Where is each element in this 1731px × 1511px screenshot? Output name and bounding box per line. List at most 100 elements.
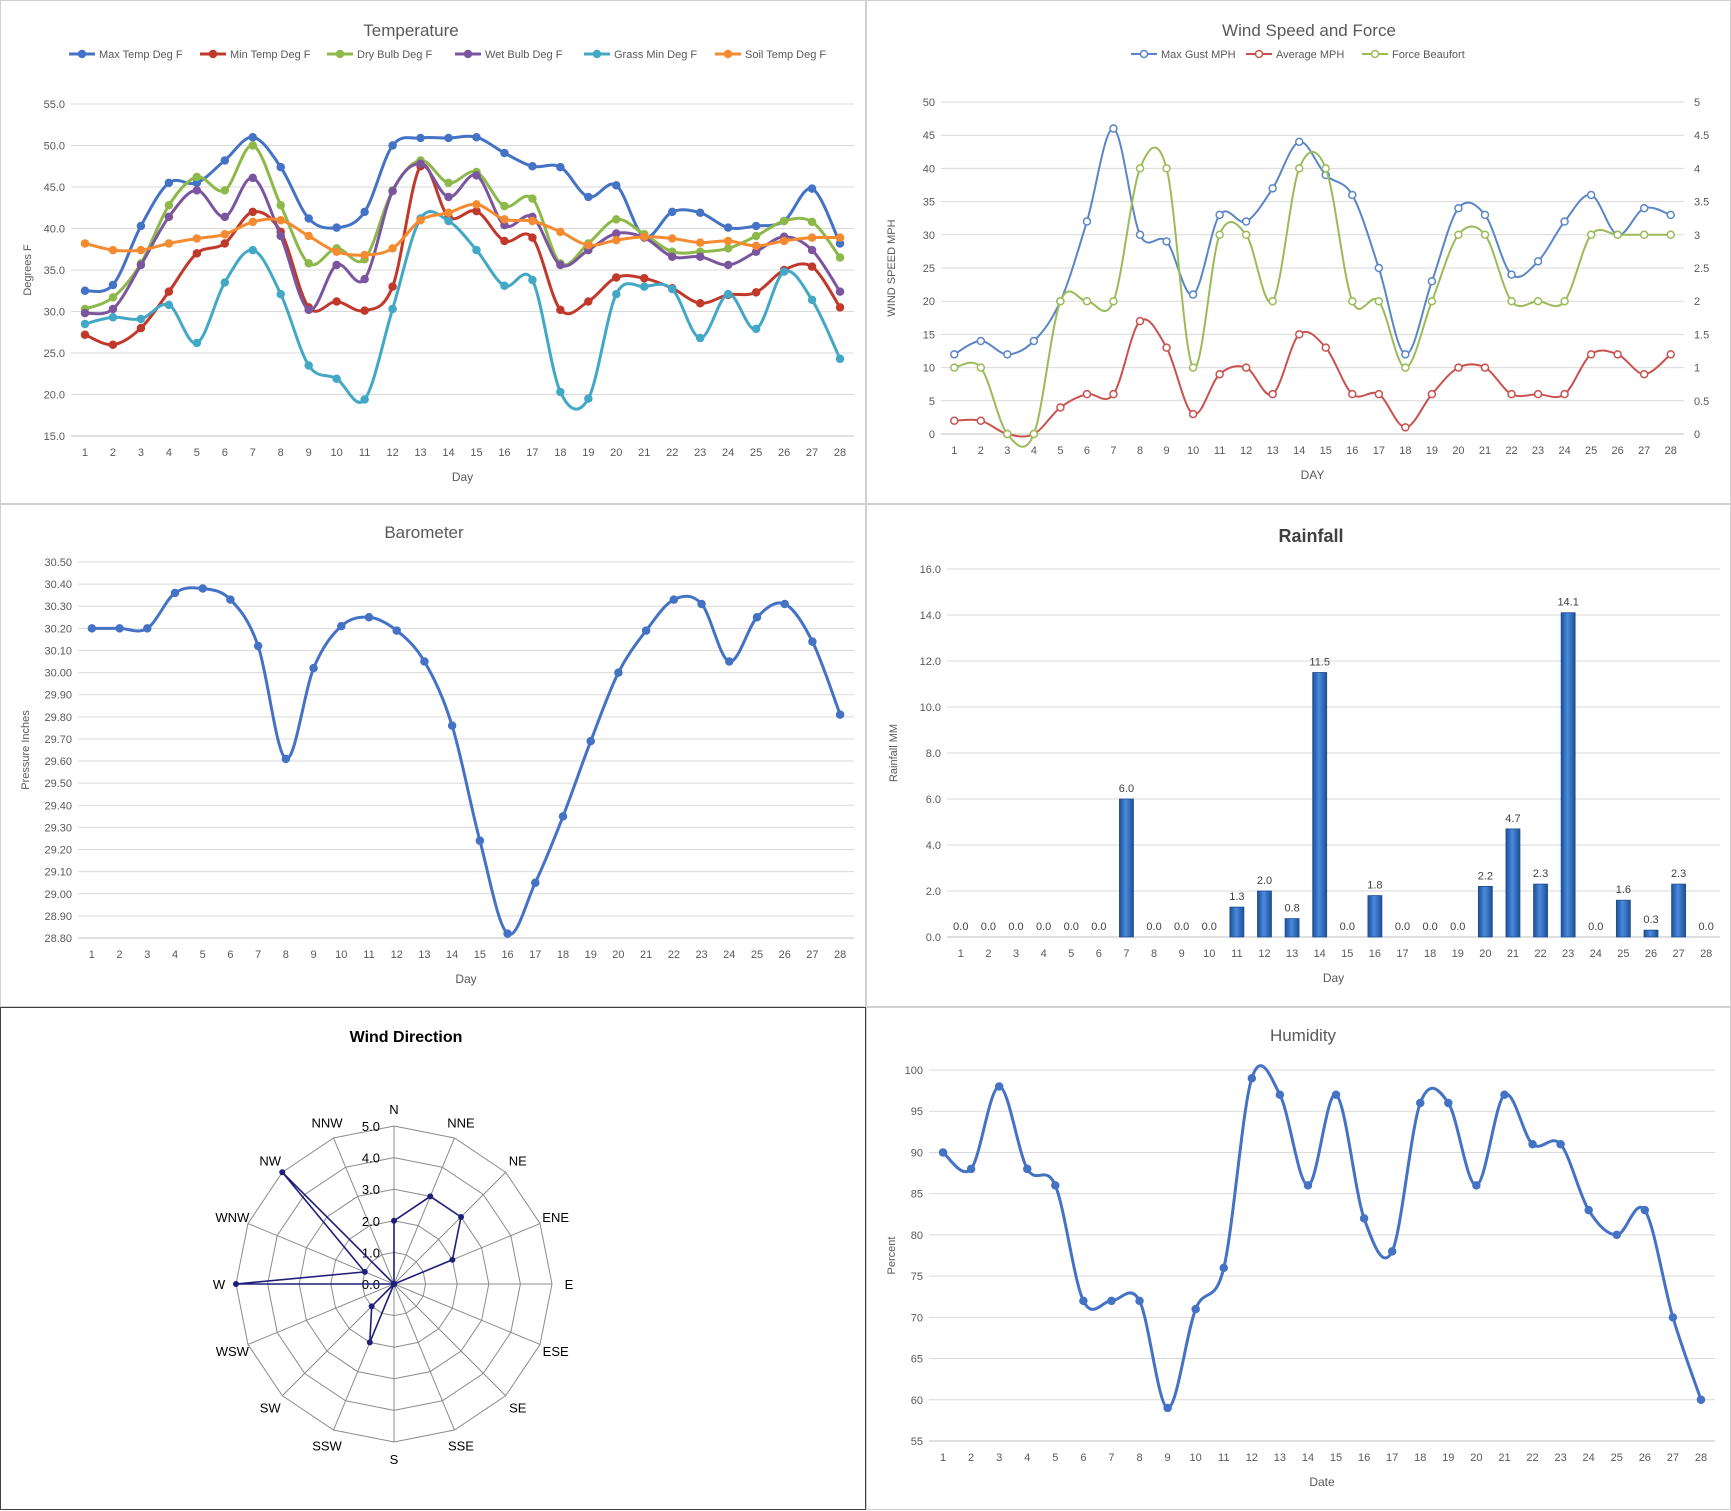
data-point — [360, 250, 369, 260]
data-point — [1401, 423, 1410, 432]
direction-label: NNE — [447, 1115, 475, 1130]
x-tick-label: 11 — [1218, 1452, 1229, 1464]
data-point — [503, 929, 512, 938]
bar-data-label: 0.0 — [1450, 921, 1465, 933]
data-point — [220, 212, 230, 222]
data-point — [1401, 350, 1410, 359]
data-point — [170, 588, 180, 598]
x-tick-label: 18 — [1424, 948, 1436, 960]
data-point — [80, 330, 90, 339]
x-tick-label: 27 — [806, 949, 818, 961]
y-tick-label: 29.70 — [44, 734, 72, 746]
x-tick-label: 11 — [363, 949, 374, 961]
data-point — [1613, 230, 1622, 240]
data-point — [751, 231, 761, 241]
data-point — [136, 314, 146, 324]
radar-spoke — [393, 1283, 541, 1345]
legend-swatch-marker — [335, 49, 345, 59]
data-point — [1613, 350, 1622, 359]
data-point — [751, 241, 761, 251]
bar-data-label: 2.3 — [1671, 868, 1686, 880]
data-point — [807, 295, 817, 305]
x-tick-label: 14 — [442, 447, 454, 459]
x-tick-label: 9 — [306, 447, 312, 459]
data-point — [332, 247, 341, 256]
data-point — [304, 214, 313, 223]
x-tick-label: 7 — [255, 949, 261, 961]
data-point — [1056, 403, 1065, 412]
x-tick-label: 27 — [806, 447, 818, 459]
data-point — [1427, 277, 1437, 286]
data-point — [253, 641, 263, 651]
data-point — [416, 215, 425, 225]
data-point — [475, 836, 485, 845]
data-point — [388, 304, 397, 314]
y-tick-label: 14.0 — [920, 610, 941, 622]
legend-entry: Min Temp Deg F — [200, 49, 311, 61]
data-point — [332, 297, 341, 306]
x-tick-label: 15 — [470, 447, 482, 459]
x-tick-label: 17 — [1373, 445, 1385, 457]
data-point — [1321, 343, 1331, 352]
data-point — [1666, 350, 1675, 359]
x-tick-label: 20 — [1479, 948, 1491, 960]
chart-title: Temperature — [363, 21, 458, 40]
data-point — [1082, 296, 1092, 306]
data-point — [1107, 1296, 1116, 1306]
direction-label: W — [213, 1277, 226, 1292]
data-point — [950, 363, 959, 372]
data-point — [835, 354, 845, 364]
data-point — [1639, 230, 1649, 240]
bar-data-label: 6.0 — [1119, 783, 1134, 795]
data-point — [1668, 1313, 1678, 1322]
data-point — [976, 416, 986, 425]
data-point — [220, 230, 230, 239]
x-tick-label: 4 — [1024, 1452, 1030, 1464]
bar-data-label: 0.3 — [1643, 914, 1658, 926]
x-tick-label: 21 — [638, 447, 650, 459]
x-tick-label: 12 — [386, 447, 398, 459]
y2-tick-label: 3 — [1694, 230, 1700, 242]
data-point — [614, 668, 623, 677]
bar-data-label: 4.7 — [1505, 813, 1520, 825]
x-tick-label: 27 — [1638, 445, 1650, 457]
bar-data-label: 0.0 — [1202, 921, 1217, 933]
data-point — [143, 624, 152, 633]
radial-tick-label: 4.0 — [362, 1151, 380, 1166]
data-point — [1639, 369, 1649, 379]
legend-entry: Force Beaufort — [1362, 49, 1465, 61]
data-point — [248, 132, 258, 142]
x-tick-label: 25 — [750, 447, 762, 459]
y-axis-title: Percent — [886, 1237, 898, 1275]
bar-data-label: 0.0 — [1091, 921, 1106, 933]
y2-axis-title: BEAUFORT — [1729, 238, 1731, 298]
data-point — [556, 227, 565, 237]
data-point — [1109, 296, 1118, 306]
legend-swatch-marker — [1254, 49, 1264, 59]
data-point — [556, 387, 565, 397]
x-tick-label: 14 — [1302, 1452, 1314, 1464]
data-point — [976, 363, 986, 372]
x-tick-label: 13 — [414, 447, 426, 459]
data-point — [472, 171, 481, 180]
data-point — [1401, 363, 1410, 372]
data-point — [1560, 389, 1569, 399]
data-point — [1321, 164, 1331, 173]
data-point — [1188, 290, 1198, 299]
data-point — [1480, 230, 1490, 240]
x-tick-label: 26 — [1612, 445, 1624, 457]
data-point — [304, 305, 313, 315]
humidity-chart-panel: Humidity 55 60 65 70 75 80 85 90 95 100 1 2 3 4 5 6 7 8 9 10… — [866, 1007, 1731, 1510]
series-line — [953, 127, 1672, 356]
data-point — [531, 878, 540, 887]
data-point — [528, 233, 537, 242]
data-point — [360, 306, 369, 315]
bar-data-label: 2.0 — [1257, 875, 1272, 887]
rainfall-bar — [1477, 885, 1493, 938]
data-point — [1359, 1214, 1369, 1223]
legend-entry: Wet Bulb Deg F — [455, 49, 563, 61]
data-point — [361, 1268, 368, 1275]
x-tick-label: 28 — [1695, 1452, 1707, 1464]
data-point — [1666, 210, 1675, 220]
data-point — [994, 1082, 1004, 1091]
